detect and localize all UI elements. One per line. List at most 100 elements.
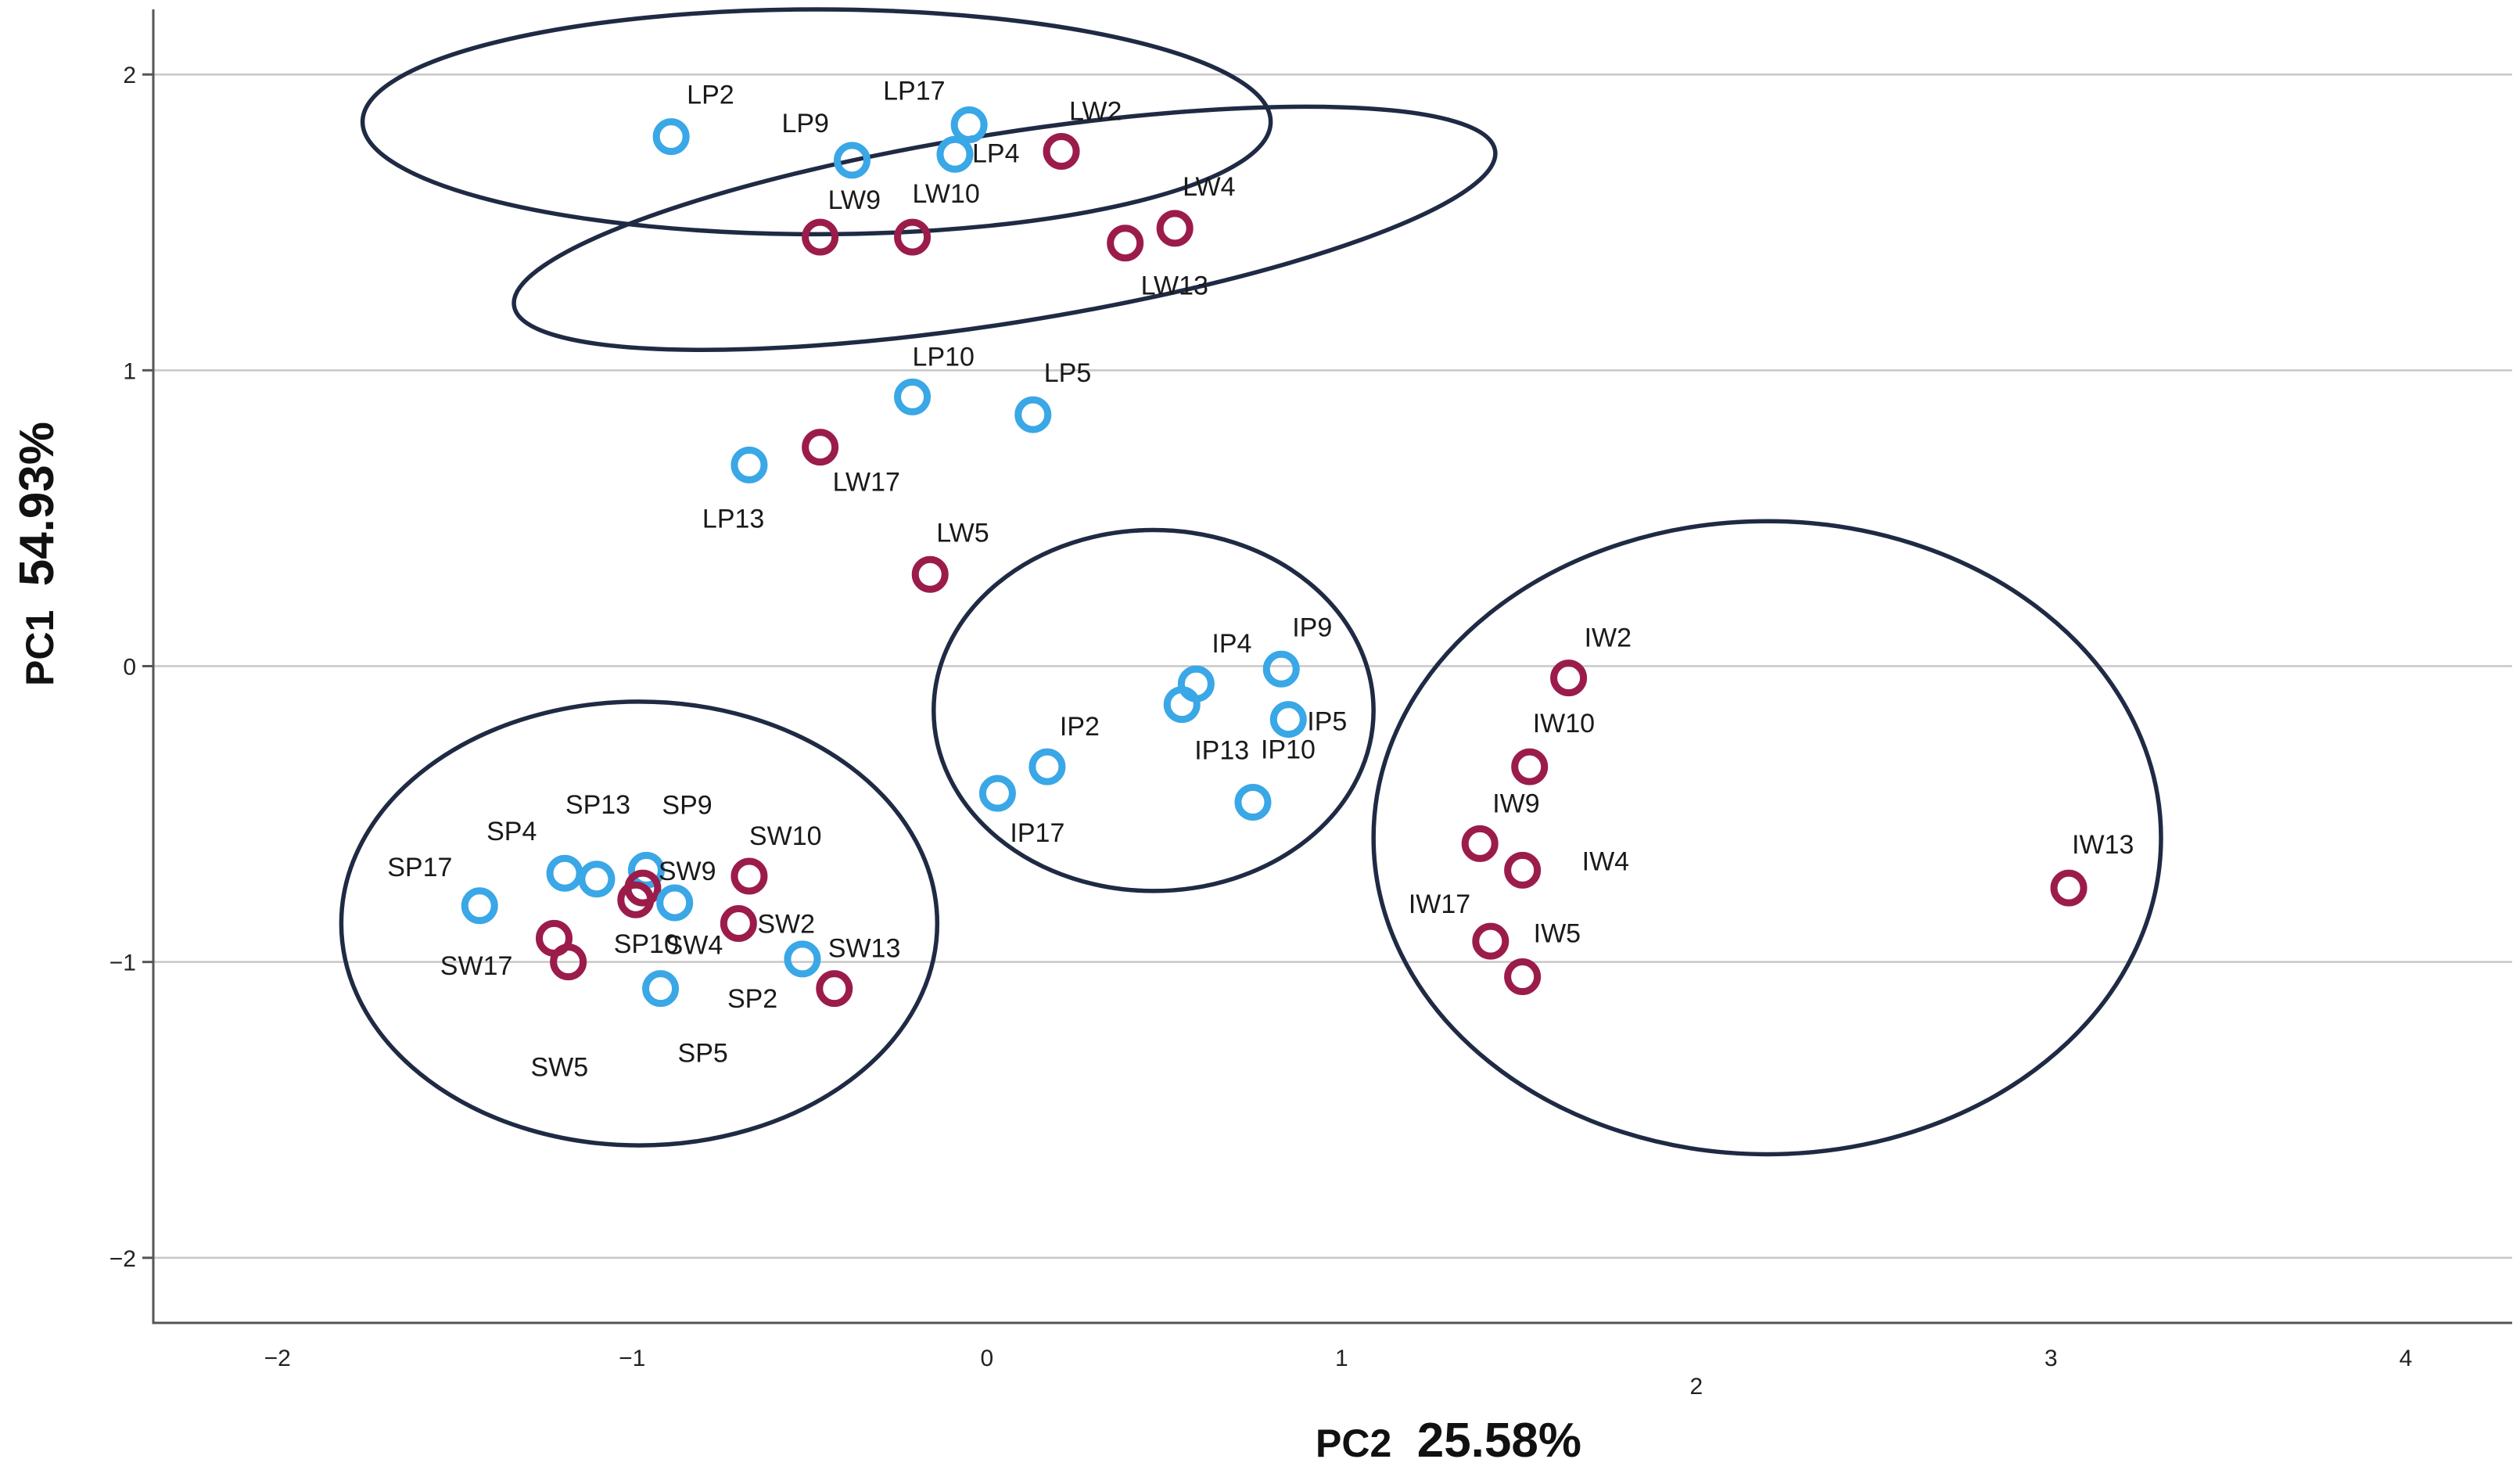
y-tick-label: −1 — [109, 951, 136, 976]
point-sw13 — [816, 970, 853, 1008]
point-iw4 — [1504, 851, 1542, 889]
point-lp9 — [833, 142, 871, 179]
point-label-lp5: LP5 — [1044, 358, 1092, 388]
point-label-sw9: SW9 — [659, 857, 716, 886]
point-iw17 — [1472, 922, 1509, 960]
point-lw2 — [1043, 133, 1080, 171]
point-label-lw5: LW5 — [936, 518, 989, 548]
point-label-sp9: SP9 — [662, 790, 712, 820]
point-ip2 — [1028, 748, 1066, 785]
point-ip10 — [1234, 783, 1272, 821]
y-tick-label: 0 — [123, 655, 136, 681]
point-label-iw5: IW5 — [1534, 919, 1581, 949]
y-axis-name: PC1 — [18, 610, 62, 686]
point-iw9 — [1461, 825, 1499, 862]
point-label-iw4: IW4 — [1582, 846, 1629, 876]
point-sp13 — [578, 861, 616, 898]
x-tick-label: 0 — [980, 1346, 993, 1371]
point-label-ip4: IP4 — [1212, 629, 1251, 659]
point-label-iw9: IW9 — [1492, 789, 1539, 818]
point-label-sp2: SP2 — [727, 984, 777, 1014]
x-tick-label: 3 — [2044, 1346, 2058, 1371]
point-label-lp10: LP10 — [913, 342, 975, 372]
point-lw5 — [911, 555, 949, 593]
x-axis-variance: 25.58% — [1417, 1414, 1581, 1468]
point-label-sw4: SW4 — [666, 931, 723, 961]
point-label-sp17: SP17 — [387, 853, 452, 882]
point-label-lw13: LW13 — [1141, 271, 1208, 301]
point-ip5 — [1269, 701, 1307, 738]
point-label-lp2: LP2 — [687, 81, 734, 110]
point-sw17 — [617, 881, 655, 918]
point-lp10 — [894, 378, 932, 415]
point-lw4 — [1156, 210, 1194, 247]
point-label-sw13: SW13 — [828, 934, 901, 964]
y-tick-label: 2 — [123, 63, 136, 88]
point-sw10 — [731, 857, 768, 895]
point-label-ip13: IP13 — [1194, 736, 1249, 766]
point-label-sw10: SW10 — [749, 821, 822, 851]
point-label-sw17: SW17 — [440, 951, 513, 981]
point-sp5 — [642, 970, 680, 1008]
point-label-lw4: LW4 — [1183, 172, 1235, 202]
cluster-ellipse-s — [339, 699, 940, 1148]
point-iw13 — [2050, 869, 2087, 907]
y-axis-variance: 54.93% — [10, 422, 64, 586]
point-label-lp17: LP17 — [883, 76, 945, 106]
y-axis-title: PC1 54.93% — [10, 422, 64, 686]
point-lp4 — [936, 135, 974, 173]
x-tick-label: −2 — [264, 1346, 291, 1371]
point-label-iw17: IW17 — [1409, 889, 1470, 919]
point-label-sp4: SP4 — [486, 817, 537, 846]
x-tick-label: 4 — [2400, 1346, 2413, 1371]
point-label-lw10: LW10 — [913, 179, 980, 209]
point-label-sw5: SW5 — [530, 1052, 588, 1082]
point-label-ip10: IP10 — [1261, 735, 1316, 764]
point-lw9 — [802, 218, 839, 256]
point-label-ip2: IP2 — [1060, 712, 1100, 742]
point-label-iw2: IW2 — [1585, 624, 1632, 653]
x-tick-label: −1 — [619, 1346, 645, 1371]
point-lp2 — [652, 118, 690, 156]
point-sp10 — [656, 884, 694, 922]
point-label-lp4: LP4 — [972, 138, 1020, 168]
point-ip9 — [1262, 650, 1300, 688]
x-tick-label: 2 — [1690, 1374, 1703, 1400]
point-label-lw2: LW2 — [1069, 97, 1122, 127]
point-lp13 — [731, 446, 768, 483]
point-iw2 — [1550, 659, 1588, 697]
point-label-iw13: IW13 — [2072, 830, 2134, 860]
point-label-lp13: LP13 — [702, 504, 764, 534]
point-sw4 — [550, 943, 587, 981]
point-lp5 — [1014, 396, 1052, 433]
x-axis-title: PC2 25.58% — [1316, 1414, 1581, 1468]
point-label-sp13: SP13 — [565, 790, 630, 820]
point-label-lw17: LW17 — [833, 468, 900, 498]
point-iw5 — [1504, 958, 1542, 996]
cluster-ellipse-lw — [512, 104, 1498, 352]
point-ip17 — [978, 774, 1016, 812]
point-sp2 — [784, 940, 821, 978]
x-tick-label: 1 — [1335, 1346, 1348, 1371]
point-lp17 — [950, 106, 988, 143]
point-sp4 — [546, 854, 583, 892]
point-label-lw9: LW9 — [828, 185, 881, 215]
y-tick-label: 1 — [123, 358, 136, 384]
point-sw2 — [720, 904, 757, 942]
point-label-ip9: IP9 — [1292, 613, 1332, 642]
point-sp17 — [461, 887, 498, 925]
point-ip13 — [1163, 686, 1201, 724]
point-label-sp5: SP5 — [678, 1039, 728, 1069]
point-label-ip17: IP17 — [1010, 818, 1064, 848]
point-lw10 — [894, 218, 932, 256]
point-lw17 — [802, 429, 839, 466]
point-label-ip5: IP5 — [1307, 707, 1347, 737]
point-label-lp9: LP9 — [781, 109, 829, 138]
cluster-ellipse-ip — [932, 527, 1376, 893]
point-label-sp10: SP10 — [614, 929, 679, 959]
point-lw13 — [1107, 225, 1144, 262]
cluster-ellipse-iw — [1371, 519, 2163, 1157]
plot-frame — [152, 9, 2512, 1324]
x-axis-name: PC2 — [1316, 1421, 1391, 1465]
